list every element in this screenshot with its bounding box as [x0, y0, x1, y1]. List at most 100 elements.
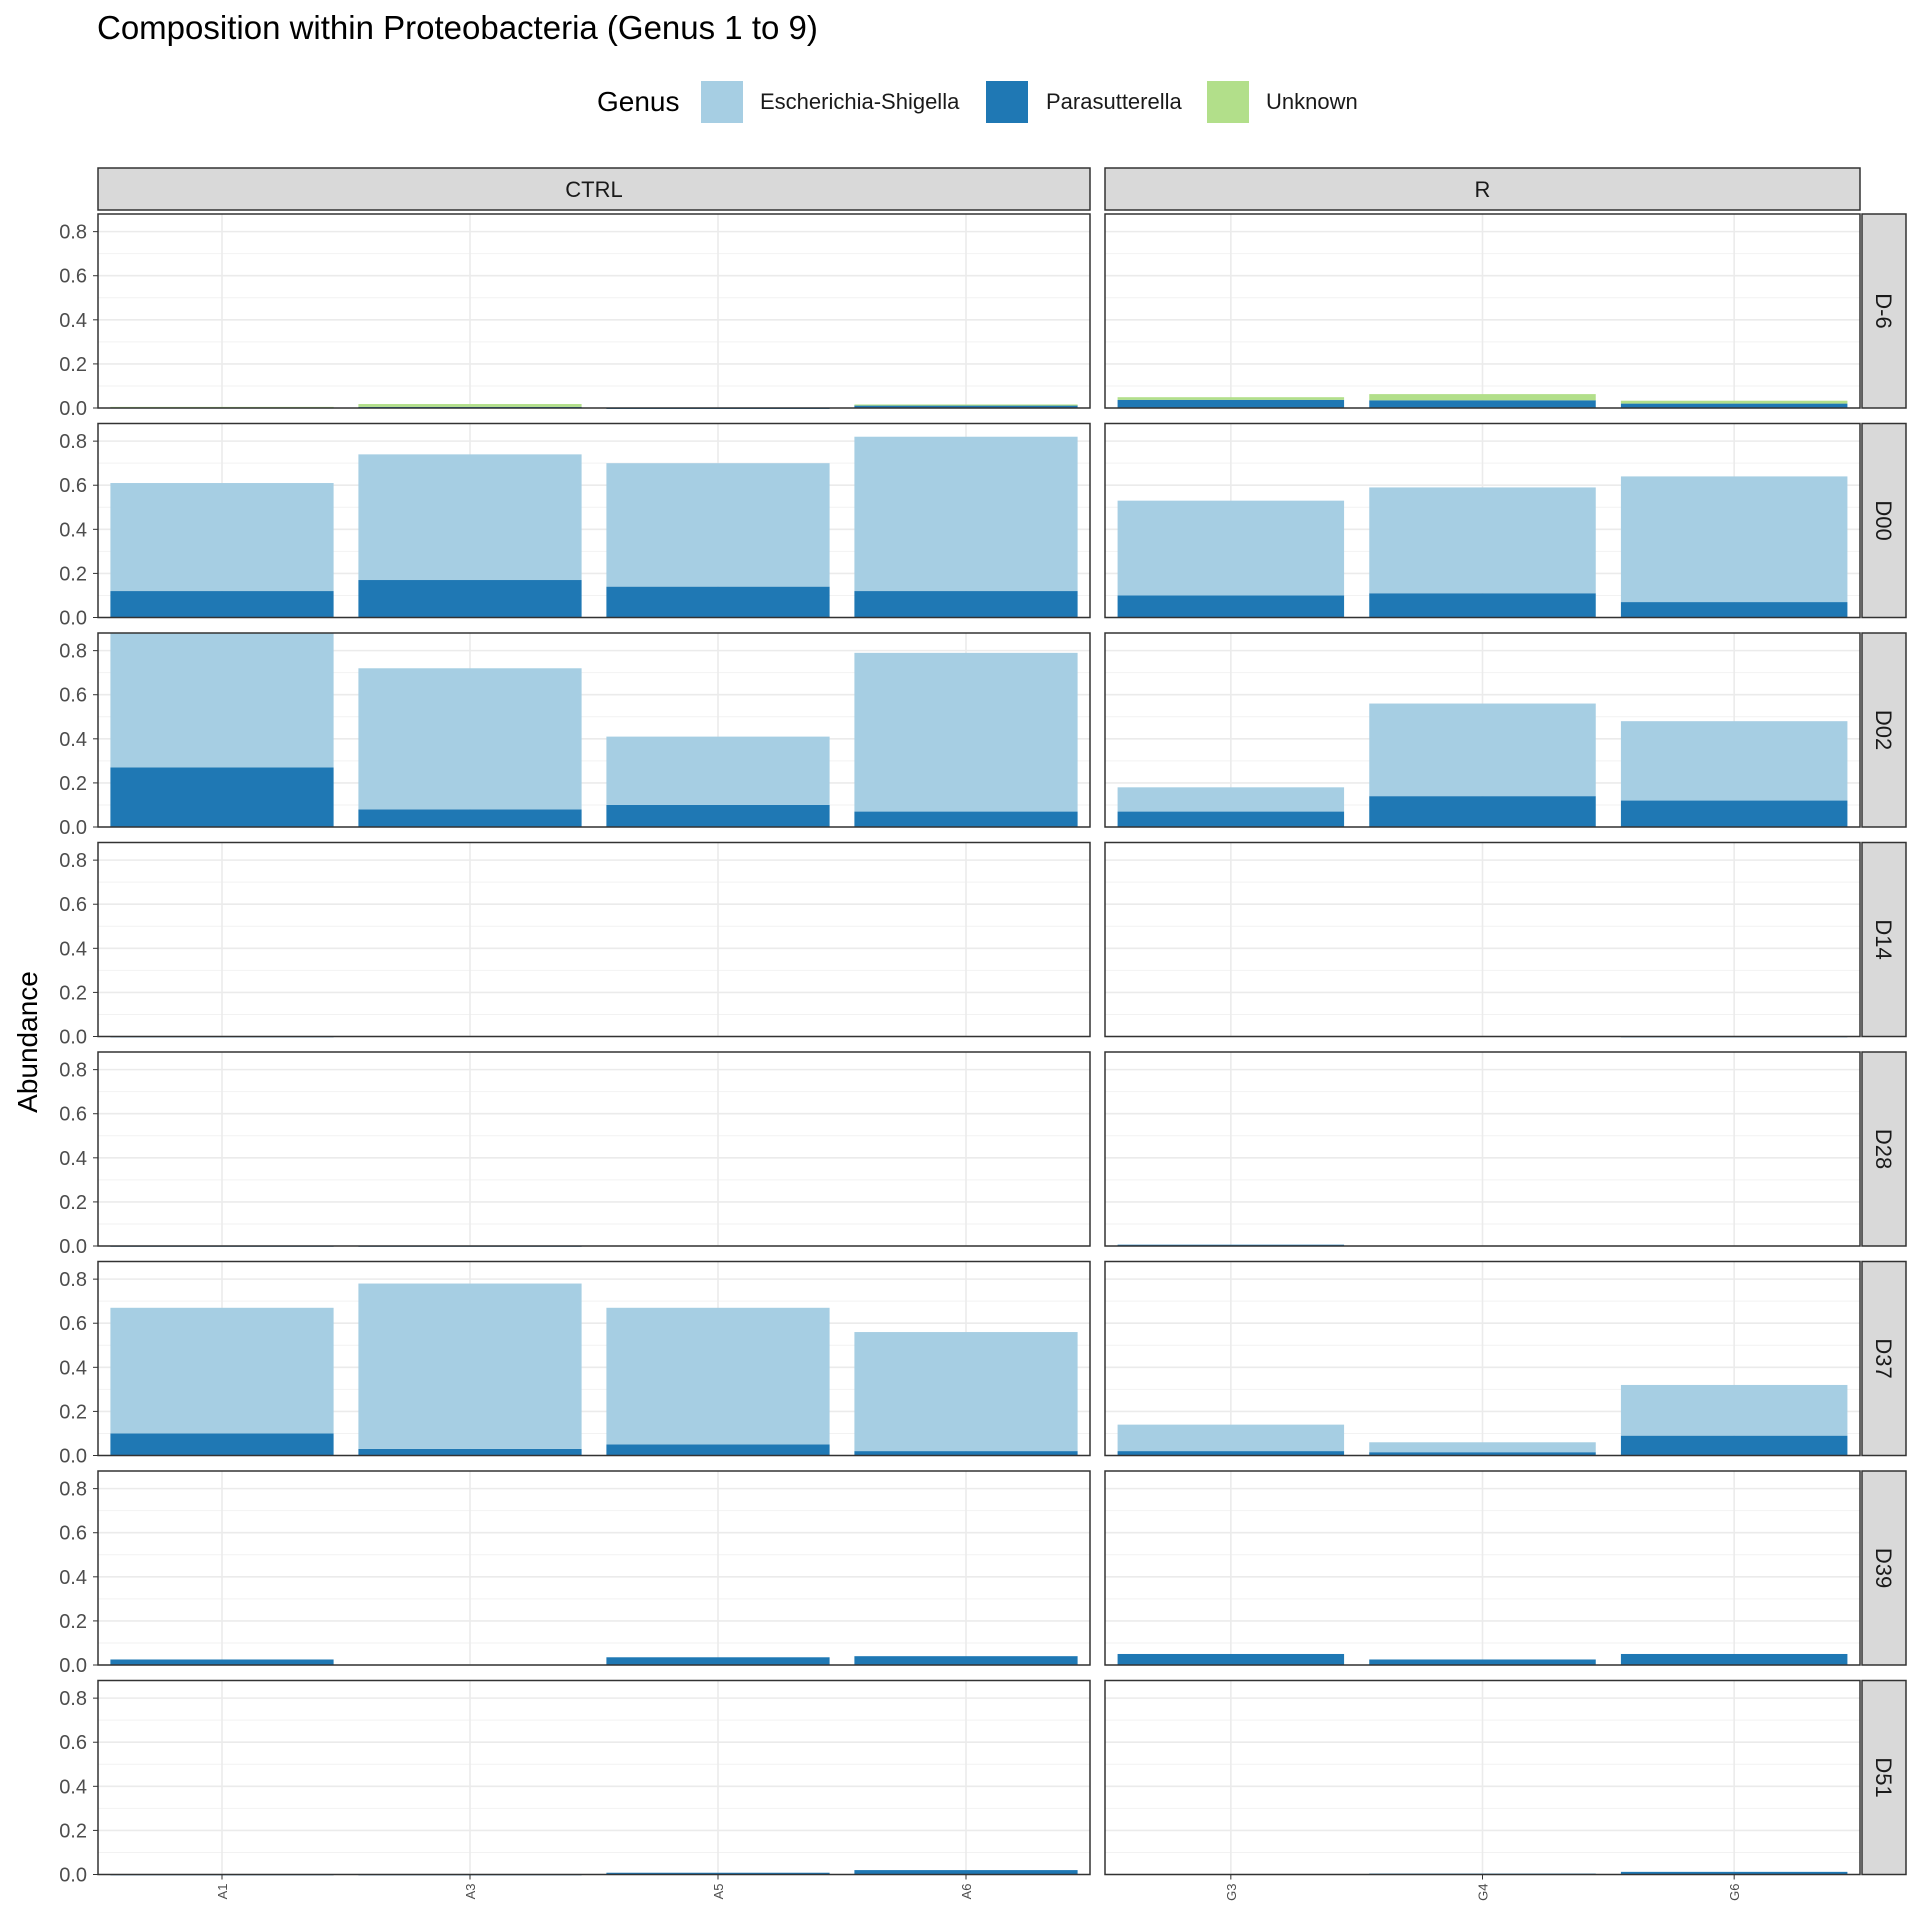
y-tick-label: 0.2 — [59, 354, 87, 376]
bar-segment — [1620, 1871, 1848, 1875]
chart-title: Composition within Proteobacteria (Genus… — [97, 9, 818, 46]
panel-background — [98, 1052, 1090, 1246]
bar-segment — [358, 668, 582, 810]
bar-segment — [854, 405, 1078, 408]
panel-border — [97, 841, 1091, 1038]
x-tick-label: G4 — [1476, 1884, 1491, 1901]
row-strip-label: D00 — [1871, 500, 1896, 540]
bar-segment — [358, 809, 582, 827]
x-tick-label: G6 — [1727, 1884, 1742, 1901]
y-tick-label: 0.0 — [59, 1655, 87, 1677]
panel-border — [97, 1260, 1091, 1457]
bar-segment — [1369, 796, 1596, 827]
row-strip — [1861, 632, 1907, 828]
y-tick-label: 0.0 — [59, 1027, 87, 1049]
row-strip-label: D-6 — [1871, 293, 1896, 328]
y-tick-label: 0.0 — [59, 1446, 87, 1468]
y-tick-label: 0.8 — [59, 850, 87, 872]
y-tick-label: 0.4 — [59, 729, 87, 751]
panel-border — [1104, 1470, 1861, 1666]
bar-segment — [1369, 1442, 1596, 1453]
y-tick-label: 0.4 — [59, 1357, 87, 1379]
bar-segment — [1369, 1452, 1596, 1456]
y-tick-label: 0.0 — [59, 1865, 87, 1887]
panel-border — [97, 213, 1091, 409]
bar-segment — [606, 1307, 830, 1445]
bar-segment — [1620, 400, 1848, 404]
panel-border — [97, 632, 1091, 828]
bar-segment — [1620, 1653, 1848, 1665]
y-tick-label: 0.0 — [59, 817, 87, 839]
panel-border — [1104, 422, 1861, 619]
row-strip — [1861, 422, 1907, 619]
y-tick-label: 0.0 — [59, 608, 87, 630]
bar-segment — [1117, 1653, 1345, 1665]
panel-background — [98, 1471, 1090, 1665]
panel-border — [1104, 213, 1861, 409]
y-tick-label: 0.8 — [59, 1060, 87, 1082]
bar-segment — [1117, 500, 1345, 596]
bar-segment — [1117, 811, 1345, 827]
y-tick-label: 0.8 — [59, 431, 87, 453]
bar-segment — [854, 591, 1078, 618]
bar-segment — [854, 1656, 1078, 1665]
row-strip — [1861, 1051, 1907, 1247]
legend-swatch — [986, 81, 1028, 123]
legend-label: Unknown — [1266, 89, 1358, 114]
y-tick-label: 0.2 — [59, 1611, 87, 1633]
row-strip — [1861, 841, 1907, 1038]
bar-segment — [1620, 1384, 1848, 1436]
bar-segment — [1117, 595, 1345, 618]
panel-border — [97, 1051, 1091, 1247]
legend-swatch — [701, 81, 743, 123]
y-tick-label: 0.6 — [59, 266, 87, 288]
bar-segment — [110, 1433, 334, 1456]
bar-segment — [110, 1307, 334, 1434]
legend: Genus Escherichia-Shigella Parasutterella… — [597, 81, 1358, 123]
bar-segment — [606, 586, 830, 618]
row-strip-label: D02 — [1871, 710, 1896, 750]
bar-segment — [1620, 476, 1848, 603]
bar-segment — [606, 463, 830, 587]
row-strip — [1861, 213, 1907, 409]
panel-background — [98, 1680, 1090, 1875]
bar-segment — [358, 404, 582, 407]
bar-segment — [358, 1448, 582, 1456]
y-tick-label: 0.6 — [59, 894, 87, 916]
bar-segment — [1117, 1424, 1345, 1452]
bar-segment — [1117, 397, 1345, 400]
legend-swatch — [1207, 81, 1249, 123]
column-strip-label: CTRL — [565, 177, 622, 202]
bar-segment — [358, 454, 582, 581]
panel-border — [97, 422, 1091, 619]
column-strip — [1104, 167, 1861, 211]
bar-segment — [1620, 602, 1848, 618]
bar-segment — [1369, 703, 1596, 797]
y-tick-label: 0.6 — [59, 685, 87, 707]
bar-segment — [854, 1332, 1078, 1452]
row-strip-label: D37 — [1871, 1338, 1896, 1378]
x-tick-label: A6 — [959, 1884, 974, 1900]
x-tick-label: A5 — [711, 1884, 726, 1900]
bar-segment — [854, 404, 1078, 406]
y-tick-label: 0.2 — [59, 1820, 87, 1842]
bar-segment — [1620, 721, 1848, 801]
row-strip-label: D51 — [1871, 1757, 1896, 1797]
panel-border — [97, 1679, 1091, 1876]
bar-segment — [854, 811, 1078, 827]
y-tick-label: 0.6 — [59, 1313, 87, 1335]
y-tick-label: 0.2 — [59, 1401, 87, 1423]
row-strip — [1861, 1470, 1907, 1666]
bar-segment — [606, 1872, 830, 1875]
bar-segment — [606, 736, 830, 805]
bar-segment — [358, 1283, 582, 1449]
y-tick-label: 0.4 — [59, 1776, 87, 1798]
y-tick-label: 0.4 — [59, 519, 87, 541]
bar-segment — [110, 591, 334, 618]
bar-segment — [110, 1659, 334, 1665]
y-tick-label: 0.2 — [59, 563, 87, 585]
bar-segment — [606, 1657, 830, 1665]
y-tick-label: 0.4 — [59, 1567, 87, 1589]
y-tick-label: 0.4 — [59, 310, 87, 332]
